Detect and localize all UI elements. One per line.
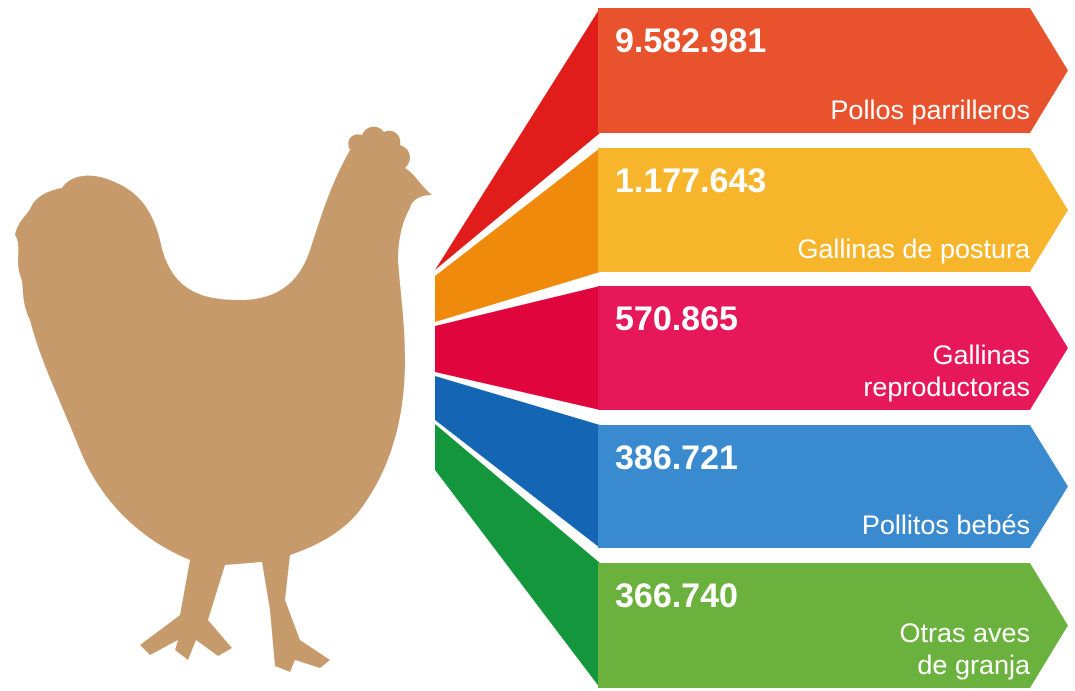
banner-label: Gallinas xyxy=(932,340,1030,370)
banner xyxy=(598,563,1068,688)
banner-label: Otras aves xyxy=(899,618,1030,648)
banner xyxy=(598,148,1068,272)
banner-fold xyxy=(435,286,600,410)
banner-number: 366.740 xyxy=(615,577,738,615)
chicken-silhouette xyxy=(15,126,432,672)
banner-label: Gallinas de postura xyxy=(797,234,1031,264)
banner-label: Pollitos bebés xyxy=(862,510,1030,540)
banner xyxy=(598,425,1068,548)
banner-number: 570.865 xyxy=(615,300,738,338)
banner-fold xyxy=(435,8,600,270)
banner-number: 1.177.643 xyxy=(615,162,766,200)
banner xyxy=(598,286,1068,410)
banner xyxy=(598,8,1068,133)
banner-number: 386.721 xyxy=(615,439,738,477)
banner-fold xyxy=(435,424,600,688)
banner-label: de granja xyxy=(917,650,1031,680)
banner-label: reproductoras xyxy=(863,372,1030,402)
banner-label: Pollos parrilleros xyxy=(830,95,1030,125)
banner-number: 9.582.981 xyxy=(615,22,766,60)
banner-fold xyxy=(435,148,600,322)
banner-fold xyxy=(435,376,600,548)
